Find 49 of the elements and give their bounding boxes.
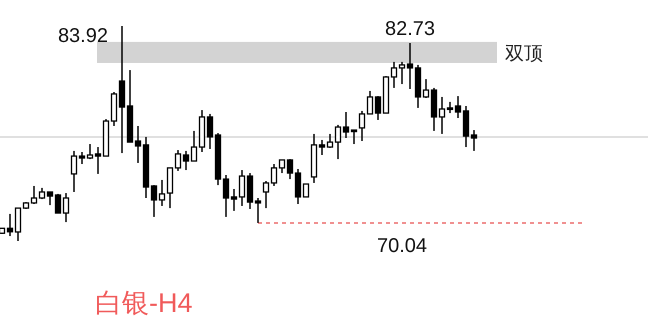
candlestick	[238, 169, 246, 207]
candlestick	[134, 125, 142, 164]
candlestick	[38, 187, 46, 200]
candlestick	[30, 185, 38, 205]
candlestick	[422, 78, 430, 99]
candlestick	[286, 158, 294, 180]
candlestick	[406, 42, 414, 90]
candlestick	[254, 197, 262, 224]
candlestick	[334, 124, 342, 160]
band-label: 双顶	[505, 43, 543, 64]
candlestick	[438, 96, 446, 135]
candlestick	[86, 143, 94, 160]
candlestick	[230, 188, 238, 212]
candlestick	[350, 129, 358, 145]
candlestick	[174, 149, 182, 172]
candlestick	[454, 95, 462, 119]
candlestick	[302, 183, 310, 198]
candlestick	[54, 193, 62, 214]
candlestick	[398, 61, 406, 85]
candlestick	[206, 113, 214, 150]
candlestick	[70, 150, 78, 193]
annotation: 70.04	[376, 235, 428, 257]
candlestick	[46, 191, 54, 206]
candlestick	[366, 90, 374, 115]
annotation: 83.92	[58, 25, 108, 47]
candlestick	[342, 111, 350, 139]
candlestick	[326, 133, 334, 149]
candlestick	[390, 61, 398, 89]
candlestick	[6, 213, 14, 237]
candlestick	[94, 146, 102, 175]
candlestick	[470, 129, 478, 152]
candlestick	[294, 168, 302, 205]
candlestick	[270, 163, 278, 187]
candlestick	[222, 174, 230, 218]
candlestick	[150, 184, 158, 218]
candlestick	[262, 180, 270, 209]
candlestick	[190, 130, 198, 162]
candlestick	[278, 159, 286, 174]
candlestick	[158, 179, 166, 207]
candlestick	[358, 110, 366, 142]
candlestick	[182, 150, 190, 171]
candlestick	[78, 151, 86, 165]
candlestick	[446, 101, 454, 114]
text: 白银-H4	[95, 288, 193, 318]
candlestick	[14, 207, 22, 242]
candlestick	[374, 95, 382, 121]
candlestick	[318, 139, 326, 156]
candlestick	[62, 192, 70, 223]
annotation: 82.73	[384, 18, 436, 40]
